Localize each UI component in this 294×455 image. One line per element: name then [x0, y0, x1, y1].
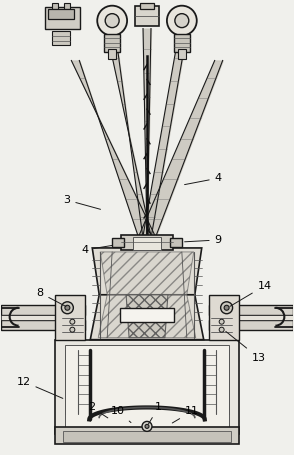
Polygon shape: [100, 252, 194, 295]
Polygon shape: [120, 308, 174, 322]
Circle shape: [224, 305, 229, 310]
Circle shape: [219, 319, 224, 324]
Circle shape: [65, 305, 70, 310]
Polygon shape: [92, 248, 202, 295]
Polygon shape: [1, 320, 85, 330]
Circle shape: [105, 14, 119, 28]
Circle shape: [97, 5, 127, 35]
Polygon shape: [52, 3, 59, 9]
Polygon shape: [1, 315, 85, 320]
Text: 9: 9: [185, 235, 222, 245]
Polygon shape: [209, 305, 293, 315]
Polygon shape: [121, 235, 173, 250]
Bar: [49, 9, 74, 19]
Text: 3: 3: [64, 195, 101, 209]
Polygon shape: [126, 295, 168, 338]
Circle shape: [219, 327, 224, 332]
Bar: [108, 49, 116, 59]
Polygon shape: [209, 295, 238, 339]
Circle shape: [145, 425, 149, 429]
Polygon shape: [56, 427, 238, 445]
Polygon shape: [98, 295, 196, 338]
Polygon shape: [209, 315, 293, 320]
Text: 11: 11: [172, 406, 199, 423]
Text: 12: 12: [16, 377, 63, 399]
Circle shape: [142, 421, 152, 431]
Polygon shape: [90, 295, 204, 339]
Polygon shape: [140, 3, 154, 9]
Circle shape: [70, 327, 75, 332]
Circle shape: [175, 14, 189, 28]
Polygon shape: [170, 238, 182, 247]
Text: 10: 10: [111, 406, 131, 423]
Bar: [104, 34, 120, 51]
Polygon shape: [64, 431, 230, 442]
Polygon shape: [56, 339, 238, 435]
Bar: [178, 49, 186, 59]
Polygon shape: [64, 3, 70, 9]
Text: 1: 1: [148, 403, 162, 424]
Circle shape: [61, 302, 73, 314]
Bar: [52, 30, 70, 45]
Text: 13: 13: [226, 331, 265, 363]
Bar: [174, 34, 190, 51]
Circle shape: [167, 5, 197, 35]
Polygon shape: [65, 344, 229, 427]
Polygon shape: [46, 7, 80, 29]
Circle shape: [221, 302, 233, 314]
Text: 14: 14: [230, 281, 272, 306]
Polygon shape: [135, 5, 159, 25]
Text: 4: 4: [185, 173, 222, 185]
Polygon shape: [209, 320, 293, 330]
Text: 8: 8: [36, 288, 66, 307]
Polygon shape: [1, 305, 85, 315]
Text: 4: 4: [81, 245, 112, 255]
Polygon shape: [56, 295, 85, 339]
Polygon shape: [133, 237, 161, 250]
Circle shape: [70, 319, 75, 324]
Polygon shape: [112, 238, 124, 247]
Text: 2: 2: [88, 403, 108, 418]
